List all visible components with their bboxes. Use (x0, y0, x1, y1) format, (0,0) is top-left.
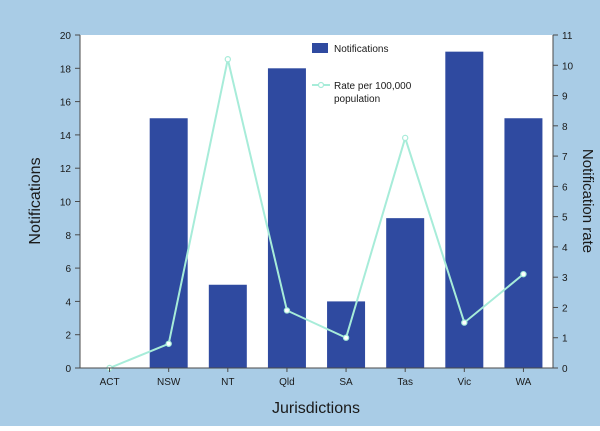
legend-label-rate-line2: population (334, 94, 380, 105)
right-tick-label: 4 (562, 243, 568, 254)
bar-nsw (149, 118, 188, 368)
right-tick-label: 0 (562, 364, 568, 375)
left-tick-label: 14 (60, 131, 72, 142)
rate-point-sa (342, 334, 350, 341)
x-tick-label-wa: WA (516, 377, 532, 388)
left-tick-label: 18 (60, 64, 72, 75)
x-tick-label-nsw: NSW (157, 377, 181, 388)
rate-point-tas (401, 134, 409, 142)
right-axis-ticks: 0 1 2 3 4 5 6 7 8 9 10 11 (553, 31, 574, 375)
left-tick-label: 4 (65, 297, 71, 308)
left-tick-label: 2 (65, 331, 71, 342)
legend-swatch-notifications (312, 43, 328, 53)
x-tick-label-nt: NT (221, 377, 234, 388)
left-tick-label: 8 (65, 231, 71, 242)
rate-point-nsw (165, 340, 172, 347)
right-tick-label: 10 (562, 61, 574, 72)
x-tick-label-sa: SA (339, 377, 353, 388)
left-tick-label: 0 (65, 364, 71, 375)
left-tick-label: 16 (60, 98, 72, 109)
bar-nt (208, 284, 247, 368)
rate-point-wa (520, 270, 527, 278)
right-tick-label: 5 (562, 213, 568, 224)
right-tick-label: 1 (562, 334, 568, 345)
right-tick-label: 2 (562, 303, 568, 314)
rate-line (109, 58, 525, 369)
bars (149, 51, 543, 369)
bar-tas (386, 218, 425, 368)
rate-point-vic (461, 319, 468, 326)
right-tick-label: 11 (562, 31, 573, 42)
legend-label-notifications: Notifications (334, 44, 388, 55)
x-tick-label-act: ACT (100, 377, 120, 388)
x-tick-label-qld: Qld (279, 377, 295, 388)
y-axis-right-label: Notification rate (579, 149, 596, 253)
left-axis-ticks: 0 2 4 6 8 10 12 14 16 18 20 (60, 31, 80, 375)
rate-point-nt (224, 56, 232, 63)
bar-qld (267, 68, 306, 369)
left-tick-label: 20 (60, 31, 72, 42)
legend: Notifications Rate per 100,000 populatio… (312, 43, 414, 105)
left-tick-label: 10 (60, 198, 72, 209)
rate-point-qld (283, 307, 291, 314)
legend-label-rate-line1: Rate per 100,000 (334, 81, 412, 92)
legend-label-rate: Rate per 100,000 population (334, 81, 414, 105)
y-axis-label: Notifications (27, 157, 44, 244)
x-tick-label-tas: Tas (397, 377, 413, 388)
bar-wa (504, 118, 543, 368)
x-tick-label-vic: Vic (457, 377, 471, 388)
right-tick-label: 3 (562, 273, 568, 284)
rate-line-series (106, 56, 527, 372)
right-tick-label: 6 (562, 182, 568, 193)
right-tick-label: 8 (562, 122, 568, 133)
left-tick-label: 12 (60, 164, 72, 175)
bar-vic (445, 51, 484, 369)
right-tick-label: 7 (562, 152, 568, 163)
left-tick-label: 6 (65, 264, 71, 275)
x-axis-ticks: ACT NSW NT Qld SA Tas Vic WA (100, 368, 532, 388)
x-axis-label: Jurisdictions (272, 400, 360, 417)
legend-marker-rate (317, 81, 325, 89)
right-tick-label: 9 (562, 92, 568, 103)
